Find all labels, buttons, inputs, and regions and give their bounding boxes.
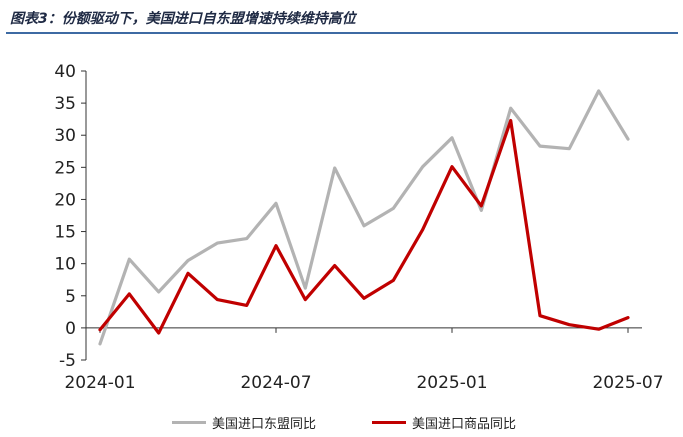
title-bar: 图表3：份额驱动下，美国进口自东盟增速持续维持高位 [6, 4, 678, 34]
line-chart: -5 0 5 10 15 20 25 30 35 40 2024-01 2024-07 2025-01 2… [54, 62, 663, 393]
legend-label-asean: 美国进口东盟同比 [212, 416, 317, 432]
x-tick-label: 2025-07 [592, 373, 663, 393]
legend-swatch-asean [172, 420, 206, 424]
y-tick-label: 15 [54, 223, 76, 243]
legend-label-total: 美国进口商品同比 [412, 416, 517, 432]
legend-swatch-total [372, 420, 406, 424]
legend: 美国进口东盟同比 美国进口商品同比 [0, 412, 683, 432]
legend-item-asean: 美国进口东盟同比 [172, 412, 316, 432]
chart-title: 图表3：份额驱动下，美国进口自东盟增速持续维持高位 [10, 11, 356, 27]
y-tick-label: 30 [54, 126, 76, 146]
y-tick-label: 20 [54, 190, 76, 210]
axes: -5 0 5 10 15 20 25 30 35 40 2024-01 2024-07 2025-01 2… [54, 62, 663, 393]
y-tick-label: 5 [65, 287, 76, 307]
series-lines [98, 89, 630, 346]
x-tick-label: 2025-01 [416, 373, 487, 393]
series-line-1 [98, 89, 630, 346]
y-tick-label: 40 [54, 62, 76, 82]
y-tick-label: 0 [65, 319, 76, 339]
x-tick-label: 2024-01 [64, 373, 135, 393]
series-line-2 [98, 118, 630, 335]
y-tick-label: 10 [54, 255, 76, 275]
x-tick-label: 2024-07 [240, 373, 311, 393]
legend-item-total: 美国进口商品同比 [372, 412, 516, 432]
y-tick-label: 25 [54, 158, 76, 178]
y-tick-label: 35 [54, 94, 76, 114]
y-tick-label: -5 [59, 351, 76, 371]
